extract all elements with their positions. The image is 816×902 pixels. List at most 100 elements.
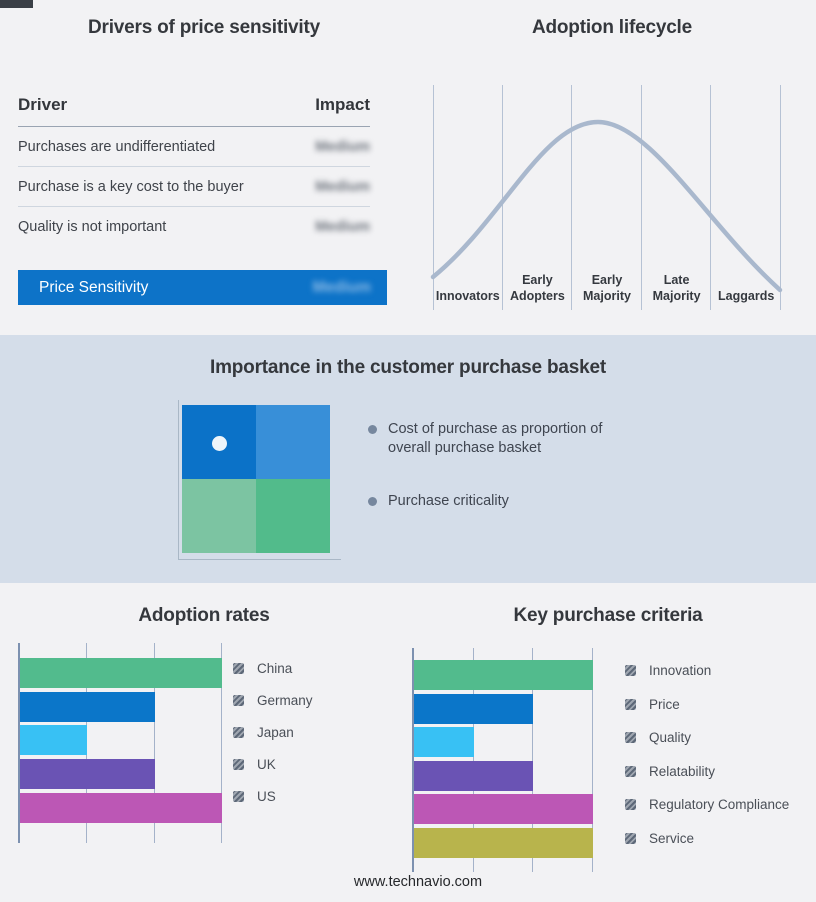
driver-cell: Purchases are undifferentiated <box>18 139 216 155</box>
quadrant-chart <box>182 405 330 553</box>
legend-label: Relatability <box>649 763 716 779</box>
legend-label: Innovation <box>649 663 712 678</box>
legend-item: Relatability <box>625 763 789 780</box>
bar-germany <box>20 691 155 722</box>
adoption-rates-legend: China Germany Japan UK US <box>233 660 313 805</box>
key-purchase-criteria-title: Key purchase criteria <box>513 605 703 626</box>
legend-item: Price <box>625 696 789 713</box>
table-row: Purchases are undifferentiated Medium <box>18 127 370 167</box>
gridline <box>153 643 155 843</box>
bar-price <box>414 693 534 724</box>
bar-relatability <box>414 760 534 791</box>
bar-japan <box>20 725 88 756</box>
legend-item: Innovation <box>625 662 789 679</box>
legend-label: Price <box>649 696 680 712</box>
bar-china <box>20 658 222 688</box>
top-section: Drivers of price sensitivity Driver Impa… <box>0 0 816 335</box>
legend-swatch-icon <box>625 765 636 777</box>
drivers-panel: Drivers of price sensitivity Driver Impa… <box>0 0 408 335</box>
quadrant-cell-top-right <box>256 405 330 479</box>
legend-label: UK <box>257 757 276 772</box>
gridline <box>221 643 222 843</box>
purchase-basket-band: Importance in the customer purchase bask… <box>0 335 816 583</box>
legend-swatch-icon <box>625 799 636 810</box>
legend-swatch-icon <box>625 732 636 743</box>
quadrant-cell-top-left <box>182 405 256 479</box>
position-dot-icon <box>212 436 227 451</box>
impact-cell: Medium <box>315 139 370 155</box>
impact-cell: Medium <box>315 179 370 195</box>
legend-label: Quality <box>649 730 692 745</box>
drivers-title: Drivers of price sensitivity <box>87 17 320 38</box>
bullet-icon <box>368 497 377 507</box>
highlight-driver-cell: Price Sensitivity <box>39 278 149 296</box>
gridline <box>592 648 593 872</box>
driver-cell: Quality is not important <box>18 219 167 235</box>
legend-swatch-icon <box>625 832 636 844</box>
legend-label: US <box>257 789 276 804</box>
quadrant-cell-bottom-right <box>256 479 330 553</box>
legend-item: Regulatory Compliance <box>625 796 789 813</box>
quadrant-axes <box>178 400 341 560</box>
bar-us <box>20 792 222 823</box>
driver-cell: Purchase is a key cost to the buyer <box>18 179 244 195</box>
highlight-impact-cell: Medium <box>312 278 371 296</box>
legend-item: US <box>233 788 313 805</box>
bar-regulatory-compliance <box>414 794 593 825</box>
lifecycle-title: Adoption lifecycle <box>531 17 693 38</box>
legend-label: Service <box>649 830 695 846</box>
legend-item: Quality <box>625 729 789 746</box>
legend-item: China <box>233 660 313 677</box>
stage-label: Innovators <box>435 288 500 303</box>
adoption-rates-plot <box>18 643 222 843</box>
drivers-table-header: Driver Impact <box>18 95 370 127</box>
legend-item: UK <box>233 756 313 773</box>
corner-artifact <box>0 0 33 8</box>
key-purchase-criteria-plot <box>412 648 593 872</box>
basket-bullet-list: Cost of purchase as proportion of overal… <box>368 420 648 511</box>
price-sensitivity-row: Price Sensitivity Medium <box>18 270 387 305</box>
legend-item: Service <box>625 830 789 847</box>
stage-label: Early Adopters <box>509 272 565 303</box>
bar-uk <box>20 759 155 790</box>
legend-swatch-icon <box>625 665 636 676</box>
lifecycle-chart <box>430 85 783 310</box>
column-impact: Impact <box>315 95 370 114</box>
lifecycle-stage-labels: Innovators Early Adopters Early Majority… <box>433 250 781 307</box>
bullet-item: Cost of purchase as proportion of overal… <box>368 420 648 458</box>
key-purchase-criteria-legend: Innovation Price Quality Relatability Regula… <box>625 662 789 847</box>
legend-label: Japan <box>257 725 294 740</box>
legend-item: Germany <box>233 692 313 709</box>
legend-label: Regulatory Compliance <box>649 797 790 812</box>
stage-label: Early Majority <box>583 272 631 303</box>
adoption-rates-title: Adoption rates <box>138 605 270 626</box>
legend-item: Japan <box>233 724 313 741</box>
stage-label: Laggards <box>718 288 775 303</box>
legend-swatch-icon <box>233 727 244 738</box>
legend-swatch-icon <box>233 759 244 770</box>
bar-innovation <box>414 660 593 690</box>
lifecycle-panel: Adoption lifecycle Innovators Early Adop… <box>408 0 816 335</box>
bottom-section: Adoption rates China Germany Japan UK US Key… <box>0 583 816 902</box>
website-url: www.technavio.com <box>353 874 483 890</box>
stage-label: Late Majority <box>652 272 701 303</box>
basket-title: Importance in the customer purchase bask… <box>210 357 606 378</box>
impact-cell: Medium <box>315 219 370 235</box>
table-row: Quality is not important Medium <box>18 207 370 246</box>
bullet-item: Purchase criticality <box>368 492 648 511</box>
bullet-icon <box>368 425 377 434</box>
gridline <box>532 648 534 872</box>
legend-swatch-icon <box>625 698 636 710</box>
column-driver: Driver <box>18 95 68 114</box>
legend-swatch-icon <box>233 791 244 802</box>
legend-swatch-icon <box>233 695 244 706</box>
bar-quality <box>414 727 474 758</box>
table-row: Purchase is a key cost to the buyer Medi… <box>18 167 370 207</box>
legend-label: China <box>257 661 293 676</box>
legend-label: Germany <box>257 693 313 708</box>
quadrant-cell-bottom-left <box>182 479 256 553</box>
gridline <box>472 648 474 872</box>
bell-curve <box>430 119 783 293</box>
drivers-table: Driver Impact Purchases are undifferenti… <box>18 95 370 246</box>
bar-service <box>414 828 593 858</box>
